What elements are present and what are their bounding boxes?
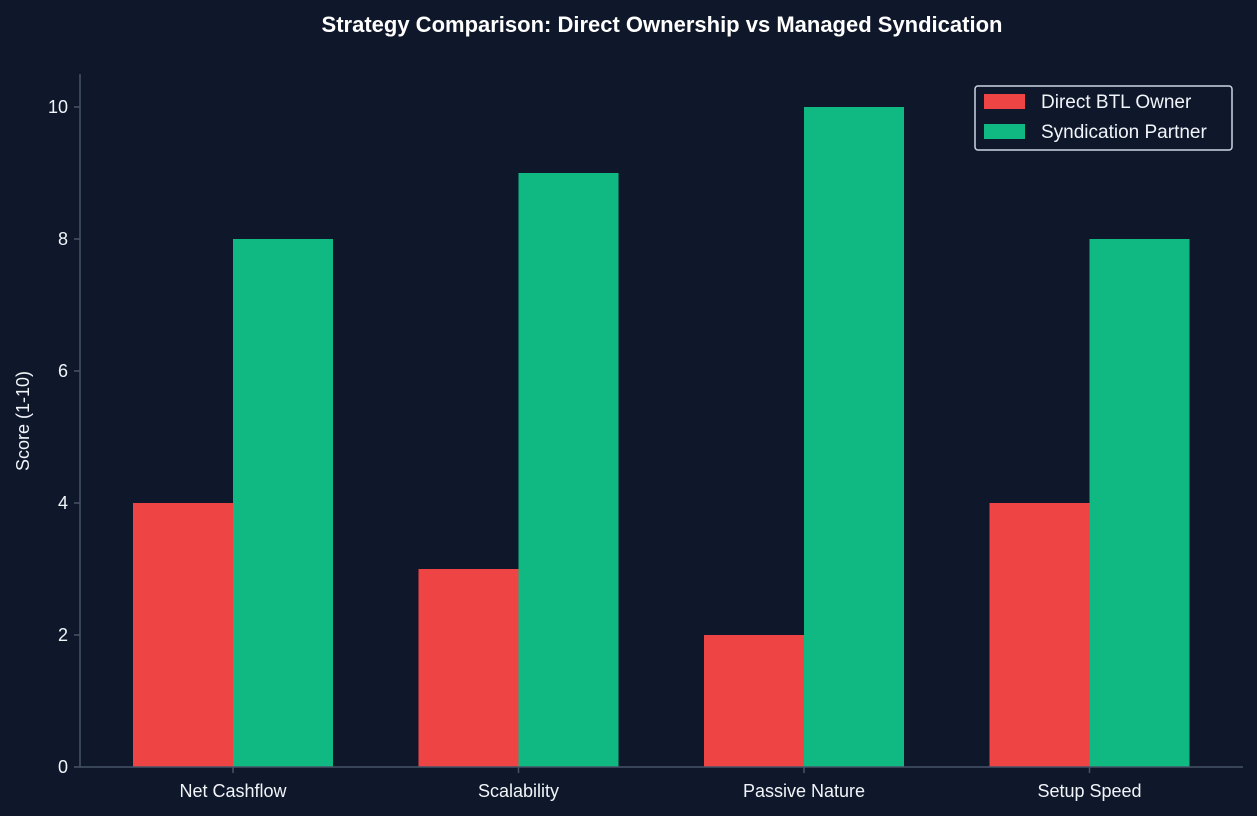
bar-syndication-partner-scalability xyxy=(518,173,619,767)
bar-direct-btl-owner-setup-speed xyxy=(989,503,1090,767)
y-tick-label-10: 10 xyxy=(48,97,68,117)
x-tick-label-scalability: Scalability xyxy=(478,781,559,801)
y-ticks-group: 0 2 4 6 8 10 xyxy=(48,97,80,777)
x-ticks-group: Net Cashflow Scalability Passive Nature Set… xyxy=(179,767,1142,801)
bar-direct-btl-owner-passive-nature xyxy=(704,635,804,767)
bar-direct-btl-owner-scalability xyxy=(418,569,519,767)
legend-label-direct-btl-owner: Direct BTL Owner xyxy=(1041,92,1192,113)
bar-syndication-partner-setup-speed xyxy=(1089,239,1190,767)
y-tick-label-2: 2 xyxy=(58,625,68,645)
bars-group xyxy=(133,107,1190,767)
bar-syndication-partner-net-cashflow xyxy=(233,239,333,767)
y-axis-label: Score (1-10) xyxy=(13,371,33,471)
legend: Direct BTL Owner Syndication Partner xyxy=(974,85,1233,151)
x-tick-label-setup-speed: Setup Speed xyxy=(1037,781,1141,801)
y-tick-label-4: 4 xyxy=(58,493,68,513)
x-tick-label-net-cashflow: Net Cashflow xyxy=(179,781,287,801)
legend-swatch-syndication-partner xyxy=(984,124,1025,139)
bar-direct-btl-owner-net-cashflow xyxy=(133,503,233,767)
y-tick-label-6: 6 xyxy=(58,361,68,381)
x-tick-label-passive-nature: Passive Nature xyxy=(743,781,865,801)
legend-frame xyxy=(974,85,1233,151)
bar-syndication-partner-passive-nature xyxy=(804,107,904,767)
chart-title: Strategy Comparison: Direct Ownership vs… xyxy=(322,12,1003,37)
legend-swatch-direct-btl-owner xyxy=(984,94,1025,109)
legend-label-syndication-partner: Syndication Partner xyxy=(1041,122,1207,143)
y-tick-label-8: 8 xyxy=(58,229,68,249)
y-tick-label-0: 0 xyxy=(58,757,68,777)
